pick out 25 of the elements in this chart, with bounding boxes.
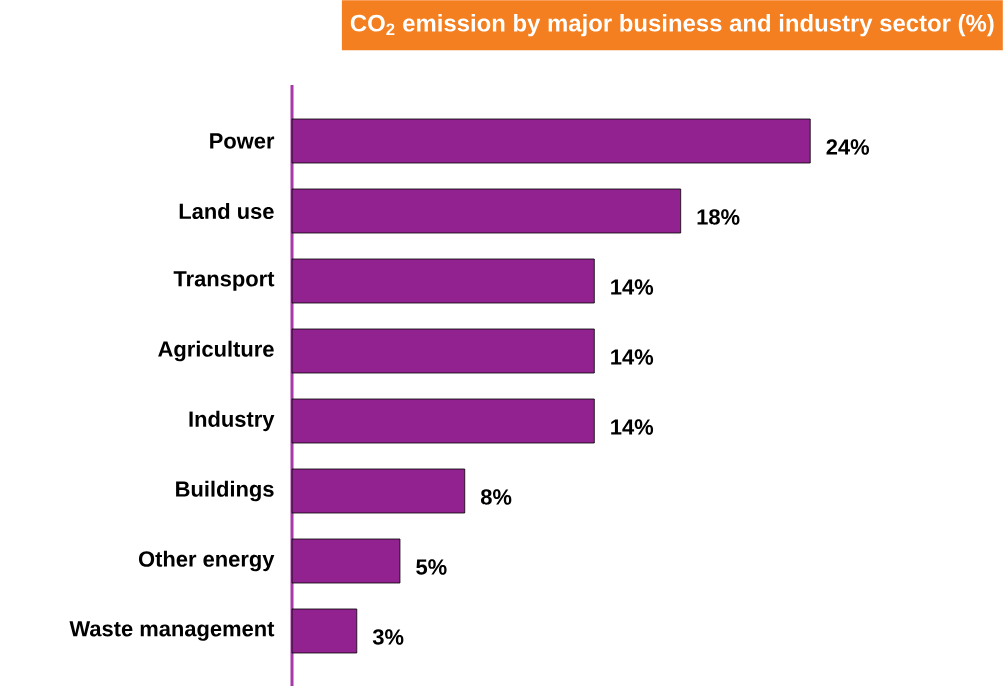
bar bbox=[291, 398, 595, 444]
y-tick-label: Other energy bbox=[138, 550, 275, 572]
bar bbox=[291, 608, 358, 654]
chart-title: CO$_{2}$ emission by major business and industry sector (%) bbox=[350, 14, 994, 37]
data-label: 5% bbox=[416, 559, 447, 575]
data-label: 14% bbox=[611, 349, 654, 365]
y-tick-label: Buildings bbox=[176, 480, 274, 502]
y-tick-label: Waste management bbox=[69, 621, 275, 642]
y-tick-label: Industry bbox=[189, 411, 275, 432]
data-label: 24% bbox=[826, 139, 870, 155]
bar bbox=[291, 538, 401, 584]
data-label: 8% bbox=[480, 489, 512, 506]
y-tick-label: Land use bbox=[179, 203, 274, 220]
bar bbox=[291, 188, 682, 234]
data-label: 18% bbox=[697, 209, 740, 226]
bar bbox=[291, 328, 595, 374]
bar bbox=[291, 258, 595, 304]
bar bbox=[291, 118, 811, 164]
data-label: 3% bbox=[372, 629, 404, 646]
y-tick-label: Transport bbox=[173, 271, 275, 292]
data-label: 14% bbox=[611, 419, 654, 435]
y-tick-label: Power bbox=[210, 133, 275, 149]
data-label: 14% bbox=[611, 279, 654, 295]
bar bbox=[291, 468, 466, 514]
y-tick-label: Agriculture bbox=[158, 340, 274, 362]
